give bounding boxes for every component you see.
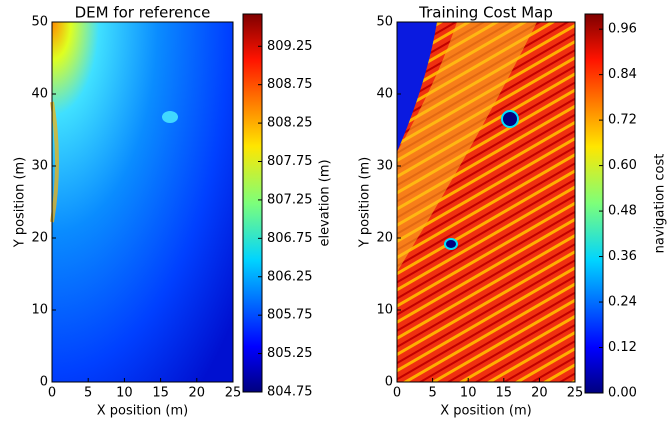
colorbar-tick-label: 0.96 <box>608 22 637 37</box>
heatmap-feature <box>445 239 457 249</box>
colorbar-tick-label: 809.25 <box>267 39 313 54</box>
x-tick-label: 15 <box>496 386 513 401</box>
y-tick-label: 30 <box>31 159 48 174</box>
x-tick-label: 10 <box>460 386 477 401</box>
y-tick-label: 20 <box>376 231 393 246</box>
x-axis-label: X position (m) <box>440 404 531 419</box>
colorbar-tick-label: 805.25 <box>267 346 313 361</box>
x-tick-label: 15 <box>152 386 169 401</box>
colorbar-label: navigation cost <box>653 154 668 254</box>
x-tick-label: 25 <box>567 386 584 401</box>
colorbar-tick-label: 808.75 <box>267 77 313 92</box>
y-axis-label: Y position (m) <box>13 157 28 249</box>
colorbar-tick-label: 0.84 <box>608 67 637 82</box>
heatmap-feature <box>162 111 178 123</box>
colorbar-tick-label: 0.24 <box>608 295 637 310</box>
y-tick-label: 0 <box>385 375 393 390</box>
y-tick-label: 20 <box>31 231 48 246</box>
colorbar-tick-label: 806.25 <box>267 269 313 284</box>
y-tick-label: 50 <box>376 15 393 30</box>
x-tick-label: 10 <box>116 386 133 401</box>
x-tick-label: 0 <box>48 386 56 401</box>
figure: DEM for reference X position (m) Y positio… <box>0 0 670 424</box>
colorbar-tick-label: 0.36 <box>608 249 637 264</box>
x-tick-label: 20 <box>189 386 206 401</box>
y-tick-label: 10 <box>31 303 48 318</box>
y-tick-label: 40 <box>376 87 393 102</box>
x-tick-label: 5 <box>84 386 92 401</box>
colorbar-tick-label: 807.25 <box>267 192 313 207</box>
x-tick-label: 5 <box>428 386 436 401</box>
colorbar-tick-label: 0.12 <box>608 340 637 355</box>
colorbar-tick-label: 0.48 <box>608 204 637 219</box>
heatmap-image <box>52 22 233 382</box>
colorbar <box>585 14 603 393</box>
colorbar-tick-label: 806.75 <box>267 231 313 246</box>
colorbar <box>243 14 262 392</box>
chart-title: Training Cost Map <box>418 4 553 22</box>
y-tick-label: 50 <box>31 15 48 30</box>
y-tick-label: 0 <box>40 375 48 390</box>
y-tick-label: 40 <box>31 87 48 102</box>
x-tick-label: 0 <box>393 386 401 401</box>
chart-title: DEM for reference <box>75 4 211 22</box>
heatmap-feature <box>502 111 518 127</box>
x-tick-label: 25 <box>225 386 242 401</box>
y-tick-label: 30 <box>376 159 393 174</box>
colorbar-tick-label: 0.72 <box>608 113 637 128</box>
x-axis-label: X position (m) <box>97 404 188 419</box>
colorbar-label: elevation (m) <box>318 159 333 246</box>
x-tick-label: 20 <box>531 386 548 401</box>
colorbar-tick-label: 0.60 <box>608 158 637 173</box>
colorbar-tick-label: 804.75 <box>267 385 313 400</box>
y-tick-label: 10 <box>376 303 393 318</box>
y-axis-label: Y position (m) <box>358 157 373 249</box>
colorbar-tick-label: 807.75 <box>267 154 313 169</box>
colorbar-tick-label: 0.00 <box>608 386 637 401</box>
charts: DEM for reference X position (m) Y positio… <box>13 4 668 419</box>
colorbar-tick-label: 808.25 <box>267 116 313 131</box>
colorbar-tick-label: 805.75 <box>267 308 313 323</box>
